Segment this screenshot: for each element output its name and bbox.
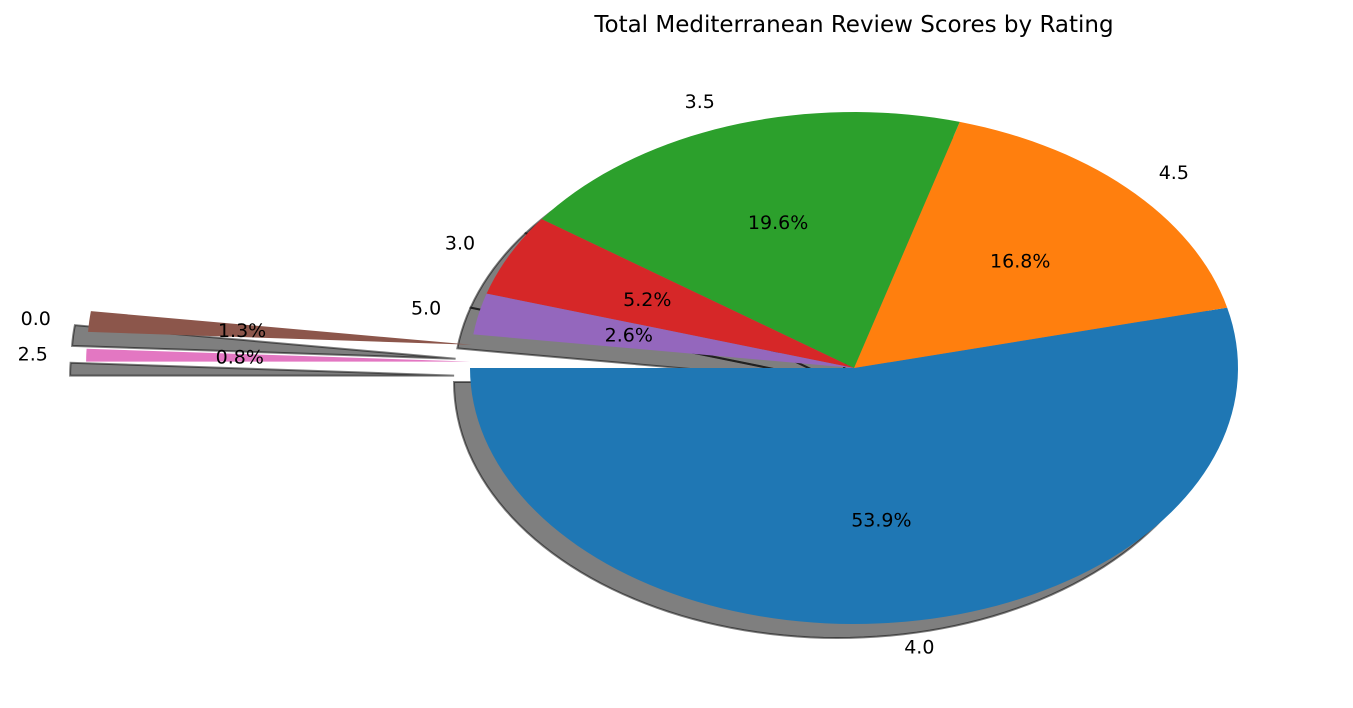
slice-pct-3-0: 5.2% bbox=[623, 289, 671, 311]
slice-label-3-5: 3.5 bbox=[685, 91, 715, 113]
pie-slice-5-0 bbox=[473, 293, 854, 368]
slice-label-0-0: 0.0 bbox=[21, 308, 51, 330]
pie-slice-layer bbox=[86, 112, 1238, 624]
slice-pct-5-0: 2.6% bbox=[605, 325, 653, 347]
pie-slice-4-5 bbox=[854, 121, 1228, 369]
pie-slice-2-5 bbox=[86, 348, 471, 362]
slice-pct-3-5: 19.6% bbox=[748, 212, 808, 234]
slice-label-3-0: 3.0 bbox=[445, 233, 475, 255]
pie-slice-3-5 bbox=[541, 112, 960, 368]
slice-label-4-0: 4.0 bbox=[904, 637, 934, 659]
pie-slice-4-0 bbox=[470, 307, 1238, 624]
chart-title: Total Mediterranean Review Scores by Rat… bbox=[594, 12, 1114, 38]
pie-shadow-2-5 bbox=[69, 361, 455, 377]
slice-pct-4-5: 16.8% bbox=[990, 251, 1050, 273]
pie-slice-0-0 bbox=[88, 311, 472, 345]
slice-pct-2-5: 0.8% bbox=[216, 347, 264, 369]
slice-label-2-5: 2.5 bbox=[18, 344, 48, 366]
slice-label-4-5: 4.5 bbox=[1159, 162, 1189, 184]
pie-slice-3-0 bbox=[486, 219, 854, 368]
slice-label-5-0: 5.0 bbox=[411, 297, 441, 319]
slice-pct-0-0: 1.3% bbox=[218, 320, 266, 342]
pie-label-layer: 4.0 53.9% 4.5 16.8% 3.5 19.6% 3.0 5.2% 5.0 2.6% 0.… bbox=[18, 91, 1189, 659]
slice-pct-4-0: 53.9% bbox=[851, 510, 911, 532]
